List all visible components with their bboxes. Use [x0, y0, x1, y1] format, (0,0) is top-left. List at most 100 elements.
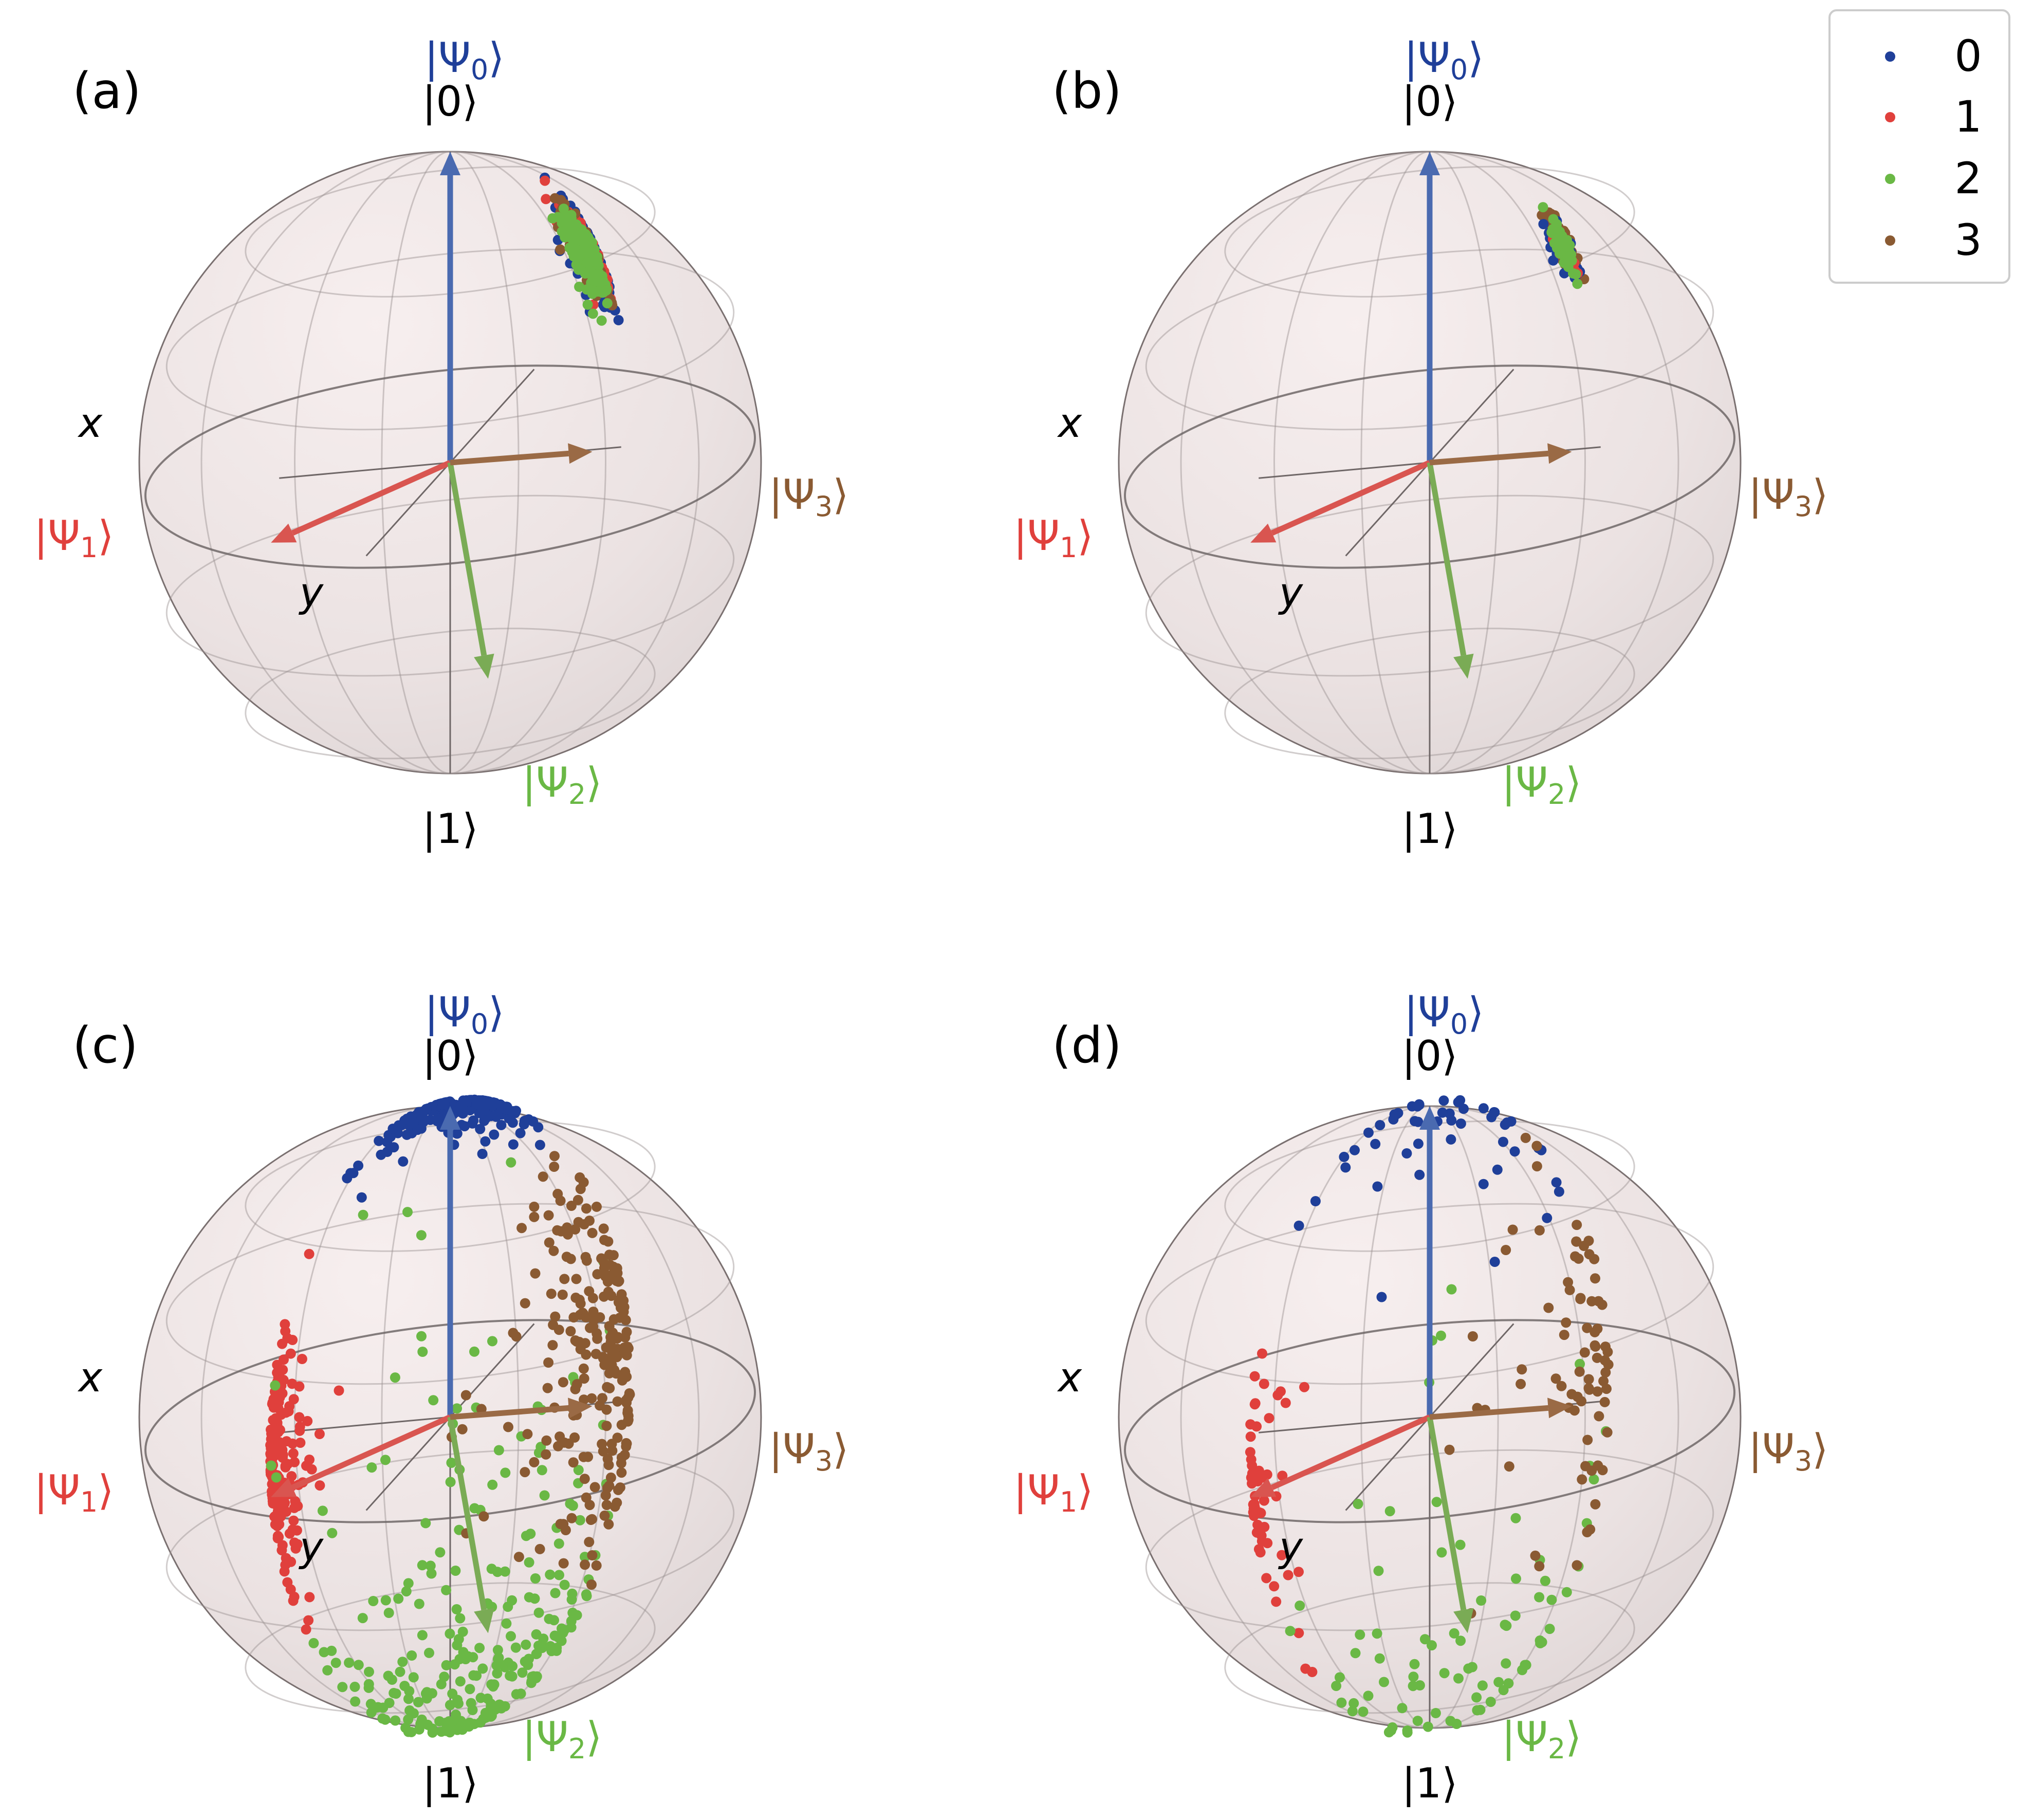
data-point-class-0 — [1551, 1177, 1562, 1188]
data-point-class-1 — [295, 1438, 306, 1448]
data-point-class-2 — [403, 1694, 414, 1704]
data-point-class-0 — [419, 1115, 430, 1126]
data-point-class-3 — [592, 1269, 603, 1280]
data-point-class-2 — [1412, 1716, 1423, 1726]
scatter-layer — [540, 172, 624, 326]
data-point-class-3 — [1556, 1381, 1567, 1391]
data-point-class-2 — [573, 1465, 584, 1476]
data-point-class-1 — [288, 1595, 299, 1606]
data-point-class-2 — [550, 1588, 561, 1598]
data-point-class-2 — [1485, 1697, 1496, 1707]
psi3-arrow-head — [1547, 443, 1572, 464]
data-point-class-0 — [502, 1105, 512, 1115]
data-point-class-2 — [487, 1479, 498, 1490]
data-point-class-2 — [1472, 1705, 1483, 1716]
data-point-class-3 — [1598, 1376, 1609, 1387]
data-point-class-0 — [1453, 1097, 1464, 1108]
data-point-class-1 — [1245, 1431, 1256, 1442]
data-point-class-1 — [1269, 1581, 1280, 1592]
data-point-class-2 — [424, 1647, 434, 1658]
data-point-class-3 — [530, 1268, 541, 1279]
data-point-class-3 — [543, 1357, 554, 1368]
data-point-class-1 — [278, 1365, 288, 1375]
data-point-class-1 — [288, 1394, 299, 1405]
data-point-class-3 — [587, 1227, 598, 1238]
data-point-class-2 — [401, 1586, 412, 1597]
data-point-class-0 — [1554, 1186, 1564, 1197]
data-point-class-2 — [395, 1666, 405, 1677]
south-pole-label: |1⟩ — [1401, 1759, 1457, 1808]
data-point-class-2 — [1331, 1681, 1342, 1692]
data-point-class-2 — [377, 1713, 388, 1724]
data-point-class-3 — [460, 1390, 471, 1401]
data-point-class-0 — [515, 1128, 526, 1138]
data-point-class-3 — [568, 1457, 579, 1468]
data-point-class-2 — [400, 1722, 411, 1733]
data-point-class-2 — [574, 263, 584, 274]
data-point-class-3 — [604, 1321, 615, 1332]
data-point-class-2 — [1453, 1673, 1464, 1684]
psi2-label: |Ψ2⟩ — [1502, 759, 1582, 811]
data-point-class-2 — [1501, 1621, 1512, 1631]
bloch-panel-d: (d) x y |0⟩ |1⟩ |Ψ0⟩ |Ψ1⟩ |Ψ2⟩ |Ψ3⟩ — [1013, 988, 1828, 1808]
data-point-class-2 — [506, 1157, 516, 1168]
data-point-class-1 — [1249, 1511, 1259, 1521]
data-point-class-2 — [554, 1570, 564, 1580]
data-point-class-2 — [446, 1458, 457, 1468]
data-point-class-2 — [1373, 1566, 1384, 1576]
psi0-label: |Ψ0⟩ — [1404, 988, 1484, 1040]
data-point-class-2 — [589, 256, 600, 267]
psi2-arrow-head — [1453, 1608, 1474, 1633]
data-point-class-2 — [330, 1658, 341, 1668]
data-point-class-3 — [578, 1363, 589, 1374]
psi2-arrow-shaft — [1427, 1417, 1467, 1611]
data-point-class-3 — [596, 1253, 607, 1264]
data-point-class-2 — [1538, 202, 1548, 213]
data-point-class-0 — [376, 1149, 386, 1160]
legend-marker-2 — [1885, 174, 1895, 184]
panels-layer: (a) x y |0⟩ |1⟩ |Ψ0⟩ |Ψ1⟩ |Ψ2⟩ |Ψ3⟩ (b) x y |0⟩ |1⟩ |Ψ… — [34, 34, 1828, 1808]
data-point-class-2 — [465, 1684, 475, 1695]
data-point-class-3 — [599, 1263, 609, 1274]
data-point-class-3 — [595, 1400, 605, 1411]
psi1-arrow-head — [271, 1478, 297, 1497]
data-point-class-3 — [602, 1454, 613, 1464]
data-point-class-3 — [575, 1172, 585, 1183]
data-point-class-2 — [552, 212, 563, 223]
data-point-class-3 — [616, 1458, 626, 1468]
data-point-class-2 — [1455, 1635, 1466, 1646]
data-point-class-2 — [1355, 1629, 1365, 1640]
data-point-class-2 — [524, 1557, 534, 1568]
data-point-class-3 — [560, 1525, 571, 1535]
data-point-class-2 — [511, 1689, 522, 1700]
data-point-class-1 — [294, 1381, 305, 1392]
data-point-class-0 — [1509, 1146, 1520, 1157]
data-point-class-2 — [317, 1505, 328, 1516]
data-point-class-0 — [1492, 1164, 1503, 1175]
psi3-arrow-shaft — [1429, 1405, 1549, 1420]
data-point-class-0 — [613, 315, 624, 325]
data-point-class-2 — [319, 1647, 329, 1658]
data-point-class-3 — [601, 1500, 612, 1511]
data-point-class-3 — [1585, 1524, 1596, 1535]
data-point-class-3 — [520, 1467, 530, 1478]
data-point-class-0 — [489, 1129, 500, 1140]
data-point-class-3 — [1564, 1284, 1575, 1295]
data-point-class-1 — [1251, 1421, 1262, 1432]
data-point-class-3 — [513, 1552, 524, 1562]
data-point-class-2 — [1439, 1668, 1450, 1679]
data-point-class-3 — [621, 1438, 632, 1449]
data-point-class-1 — [334, 1385, 344, 1396]
data-point-class-3 — [1563, 1277, 1574, 1288]
data-point-class-3 — [580, 1252, 591, 1262]
data-point-class-2 — [457, 1626, 468, 1637]
data-point-class-2 — [445, 1628, 455, 1639]
data-point-class-3 — [557, 1290, 568, 1300]
data-point-class-1 — [297, 1354, 307, 1364]
data-point-class-3 — [548, 1245, 559, 1256]
psi0-arrow-head — [1419, 152, 1440, 175]
data-point-class-0 — [1498, 1136, 1508, 1147]
x-axis-label: x — [77, 1355, 103, 1401]
data-point-class-3 — [1504, 1461, 1514, 1472]
data-point-class-3 — [548, 1319, 559, 1330]
